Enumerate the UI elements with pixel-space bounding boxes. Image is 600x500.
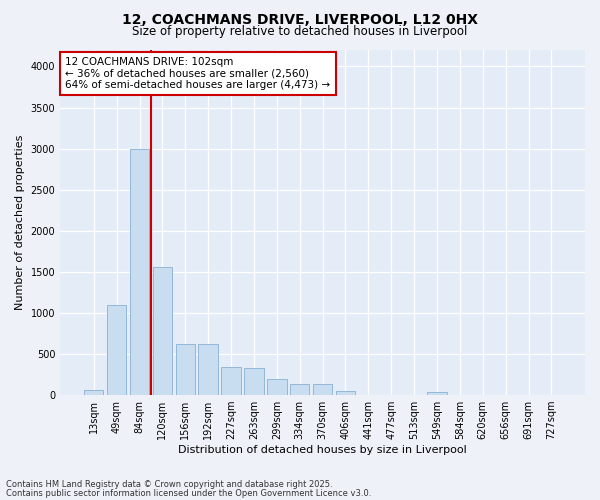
Bar bbox=[84, 390, 103, 395]
Bar bbox=[130, 148, 149, 395]
Text: Contains HM Land Registry data © Crown copyright and database right 2025.: Contains HM Land Registry data © Crown c… bbox=[6, 480, 332, 489]
Bar bbox=[290, 384, 310, 395]
Bar bbox=[199, 344, 218, 395]
Bar bbox=[152, 267, 172, 395]
Bar bbox=[107, 304, 127, 395]
Bar bbox=[427, 392, 447, 395]
Y-axis label: Number of detached properties: Number of detached properties bbox=[15, 135, 25, 310]
Text: 12, COACHMANS DRIVE, LIVERPOOL, L12 0HX: 12, COACHMANS DRIVE, LIVERPOOL, L12 0HX bbox=[122, 12, 478, 26]
Bar bbox=[336, 391, 355, 395]
Bar bbox=[313, 384, 332, 395]
X-axis label: Distribution of detached houses by size in Liverpool: Distribution of detached houses by size … bbox=[178, 445, 467, 455]
Bar bbox=[267, 378, 287, 395]
Text: 12 COACHMANS DRIVE: 102sqm
← 36% of detached houses are smaller (2,560)
64% of s: 12 COACHMANS DRIVE: 102sqm ← 36% of deta… bbox=[65, 57, 331, 90]
Bar bbox=[176, 344, 195, 395]
Bar bbox=[244, 368, 263, 395]
Bar bbox=[221, 367, 241, 395]
Text: Contains public sector information licensed under the Open Government Licence v3: Contains public sector information licen… bbox=[6, 490, 371, 498]
Text: Size of property relative to detached houses in Liverpool: Size of property relative to detached ho… bbox=[133, 25, 467, 38]
